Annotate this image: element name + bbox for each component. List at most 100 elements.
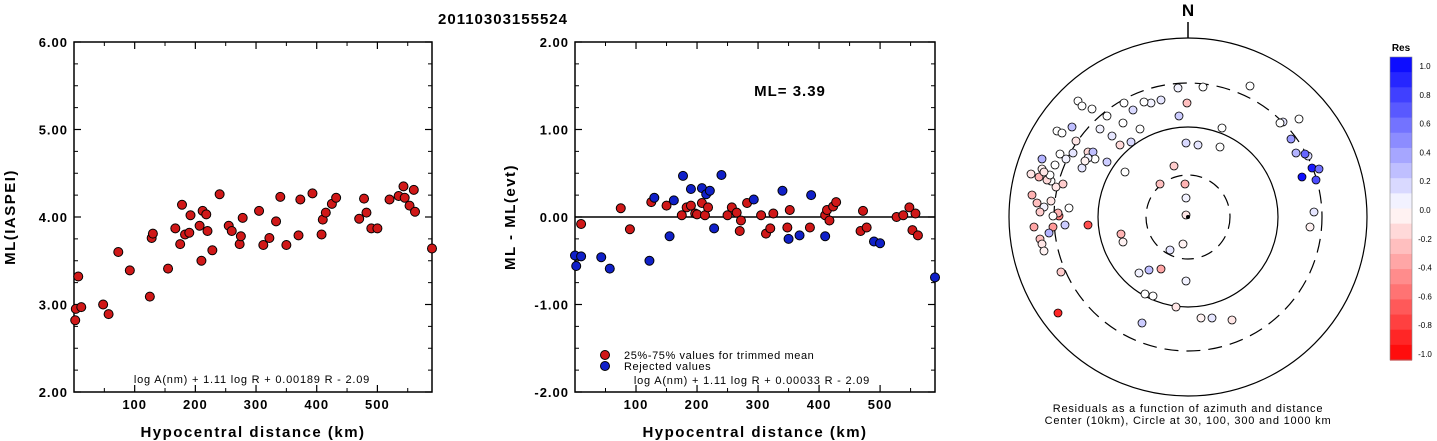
middle-point (904, 202, 915, 213)
polar-residual-point (1193, 140, 1203, 150)
legend-label-trimmed: 25%-75% values for trimmed mean (624, 350, 814, 362)
polar-residual-point (1297, 172, 1307, 182)
ring-100km (1097, 126, 1279, 308)
polar-residual-point (1029, 222, 1039, 232)
colorbar-cell (1390, 132, 1412, 149)
polar-residual-point (1115, 140, 1125, 150)
epicenter-marker (1186, 215, 1190, 219)
polar-residual-point (1128, 105, 1138, 115)
left-point (316, 229, 327, 240)
left-point (207, 245, 218, 256)
polar-residual-point (1039, 167, 1049, 177)
polar-caption-line2: Center (10km), Circle at 30, 100, 300 an… (1045, 415, 1332, 427)
middle-rejected-point (783, 233, 794, 244)
polar-residual-point (1180, 179, 1190, 189)
middle-point (804, 222, 815, 233)
colorbar-cell (1390, 314, 1412, 331)
polar-residual-point (1174, 111, 1184, 121)
middle-rejected-point (571, 261, 582, 271)
polar-residual-point (1120, 167, 1130, 177)
colorbar-tick-label: 1.0 (1419, 62, 1431, 71)
polar-residual-point (1144, 265, 1154, 275)
polar-residual-point (1173, 83, 1183, 93)
polar-residual-point (1196, 313, 1206, 323)
middle-rejected-point (668, 195, 679, 206)
polar-residual-point (1102, 111, 1112, 121)
middle-rejected-point (678, 170, 688, 181)
polar-residual-point (1027, 190, 1037, 200)
left-point (175, 239, 186, 250)
left-point (73, 271, 84, 282)
middle-point (912, 230, 923, 241)
polar-residual-point (1291, 148, 1301, 158)
left-point (76, 302, 87, 313)
polar-residual-point (1044, 228, 1054, 238)
colorbar-cell (1390, 208, 1412, 225)
middle-point (615, 203, 626, 214)
left-point (70, 315, 81, 326)
colorbar-cell (1390, 269, 1412, 285)
left-point (264, 233, 275, 243)
polar-residual-point (1048, 211, 1058, 221)
left-point (399, 192, 410, 203)
middle-point (676, 210, 687, 221)
middle-point (685, 200, 696, 211)
left-point (98, 299, 109, 310)
polar-residual-point (1039, 246, 1049, 256)
polar-residual-point (1217, 123, 1227, 133)
legend-marker-trimmed (600, 350, 610, 360)
colorbar-tick-label: -0.2 (1418, 235, 1432, 244)
left-xtick-label: 500 (365, 397, 390, 412)
colorbar-cell (1390, 178, 1412, 194)
ring-1000km (1008, 37, 1368, 397)
colorbar-cell (1390, 163, 1412, 179)
polar-residual-point (1048, 222, 1058, 232)
left-point (147, 228, 158, 239)
left-point (320, 207, 331, 218)
left-point (237, 212, 248, 223)
colorbar-cell (1390, 329, 1412, 346)
middle-ytick-label: -2.00 (534, 385, 569, 400)
colorbar-cell (1390, 344, 1412, 361)
polar-residual-point (1080, 156, 1090, 166)
left-point (214, 189, 225, 200)
xlabel-middle: Hypocentral distance (km) (642, 424, 867, 441)
middle-point (734, 226, 745, 236)
ml-annotation: ML= 3.39 (754, 83, 826, 100)
left-point (295, 194, 306, 205)
polar-residual-point (1053, 308, 1063, 318)
legend: 25%-75% values for trimmed mean Rejected… (600, 350, 814, 373)
polar-residual-point (1095, 124, 1105, 134)
polar-residual-point (1155, 179, 1165, 189)
polar-residual-point (1207, 313, 1217, 323)
polar-residual-point (1126, 137, 1136, 147)
polar-residual-point (1035, 207, 1045, 217)
polar-residual-point (1046, 196, 1056, 206)
ring-30km (1145, 174, 1231, 260)
middle-ytick-label: 0.00 (540, 210, 569, 225)
middle-rejected-point (596, 252, 607, 263)
left-xtick-label: 100 (122, 397, 147, 412)
middle-xtick-label: 500 (868, 397, 893, 412)
polar-residual-point (1118, 237, 1128, 247)
left-ytick-label: 6.00 (39, 35, 68, 50)
polar-residual-point (1118, 118, 1128, 128)
polar-residual-point (1156, 264, 1166, 274)
left-point (408, 184, 419, 195)
middle-point (910, 208, 921, 219)
colorbar-tick-label: -0.4 (1418, 264, 1432, 273)
left-point (361, 207, 372, 218)
left-point (170, 223, 181, 234)
middle-ytick-label: 1.00 (540, 123, 569, 138)
middle-xtick-label: 100 (624, 397, 649, 412)
polar-residual-point (1060, 220, 1070, 230)
middle-rejected-point (806, 190, 817, 201)
polar-residual-point (1286, 134, 1296, 144)
polar-residual-point (1181, 193, 1191, 203)
left-point (275, 191, 286, 202)
left-point (427, 243, 437, 254)
left-point (354, 213, 365, 224)
polar-residual-point (1032, 198, 1042, 208)
panel-ml-iaspei: 2.00 3.00 4.00 5.00 6.00 100 200 300 400 500 log… (2, 35, 437, 441)
middle-point (624, 224, 635, 235)
